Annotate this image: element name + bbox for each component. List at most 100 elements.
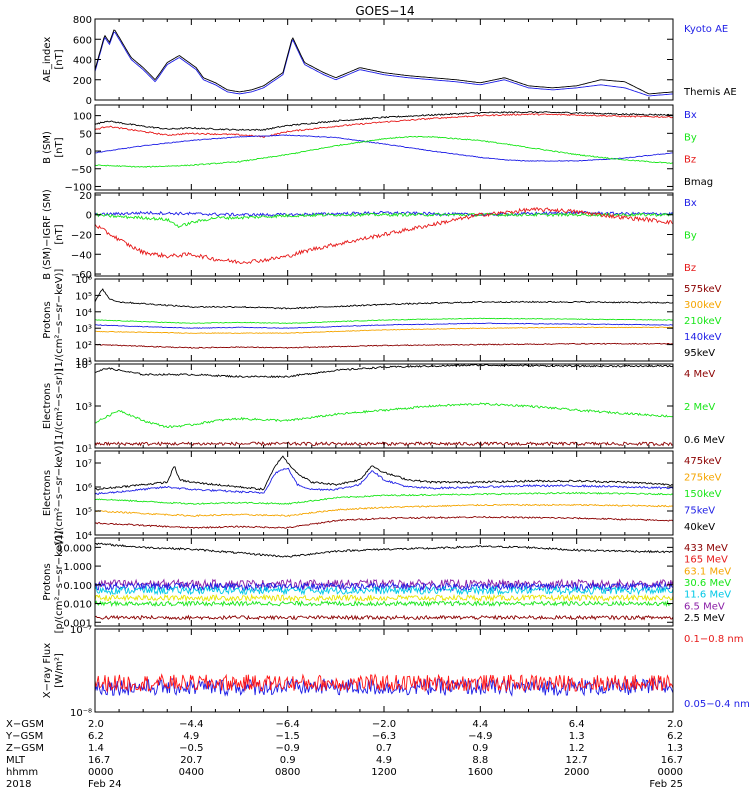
series-line bbox=[95, 29, 673, 95]
y-axis-label: [nT] bbox=[54, 49, 65, 69]
ephemeris-value: 6.2 bbox=[667, 731, 683, 742]
ephemeris-value: 0800 bbox=[275, 767, 300, 778]
y-tick-label: −60 bbox=[71, 270, 92, 281]
series-line bbox=[95, 542, 673, 558]
legend-entry: Bmag bbox=[684, 177, 713, 188]
ephemeris-value: 0.9 bbox=[472, 743, 488, 754]
legend-entry: 150keV bbox=[684, 489, 722, 500]
y-axis-label: B (SM) bbox=[42, 131, 53, 164]
legend-entry: 433 MeV bbox=[684, 543, 728, 554]
panel-frame bbox=[94, 104, 674, 191]
panel-bsm: −100 −50 0 50 100 B (SM) [nT] Bx By Bz Bmag bbox=[42, 104, 713, 193]
y-tick-label: 0 bbox=[86, 211, 92, 222]
y-tick-label: −100 bbox=[65, 182, 92, 193]
ephemeris-value: 2000 bbox=[564, 767, 589, 778]
ephemeris-value: 0000 bbox=[88, 767, 113, 778]
panel-bigrf: −60 −40 −20 0 20 B (SM)−IGRF (SM) [nT] Bx By Bz bbox=[42, 189, 697, 281]
y-tick-label: −50 bbox=[71, 165, 92, 176]
series-line bbox=[95, 110, 673, 132]
legend-entry: Bx bbox=[684, 198, 697, 209]
y-axis-label: Electrons bbox=[42, 383, 53, 429]
y-tick-label: 0 bbox=[86, 96, 92, 107]
legend-entry: 75keV bbox=[684, 506, 715, 517]
legend-entry: 6.5 MeV bbox=[684, 601, 725, 612]
ephemeris-value: 4.9 bbox=[376, 755, 392, 766]
ephemeris-table: X−GSMY−GSMZ−GSMMLThhmm20182.06.21.416.70… bbox=[5, 719, 683, 790]
y-axis-label: Protons bbox=[42, 563, 53, 600]
y-tick-label: 10³ bbox=[75, 324, 92, 335]
series-line bbox=[95, 210, 673, 217]
y-tick-label: 10⁶ bbox=[75, 483, 92, 494]
y-tick-label: 600 bbox=[73, 35, 92, 46]
y-axis-label: B (SM)−IGRF (SM) bbox=[42, 189, 53, 280]
series-line bbox=[95, 515, 673, 529]
series-line bbox=[95, 599, 673, 608]
series-line bbox=[95, 467, 673, 496]
ephemeris-value: 1600 bbox=[468, 767, 493, 778]
series-line bbox=[95, 317, 673, 324]
ephemeris-value: 0400 bbox=[179, 767, 204, 778]
y-tick-label: −40 bbox=[71, 250, 92, 261]
series-group bbox=[95, 455, 673, 529]
ephemeris-value: Feb 25 bbox=[649, 779, 683, 790]
y-tick-label: 100 bbox=[73, 112, 92, 123]
ephemeris-value: 1.2 bbox=[569, 743, 585, 754]
legend-entry: 210keV bbox=[684, 316, 722, 327]
panel-frame bbox=[94, 628, 674, 713]
series-group bbox=[95, 542, 673, 621]
ephemeris-value: 12.7 bbox=[566, 755, 588, 766]
y-tick-label: 10⁷ bbox=[75, 459, 92, 470]
ephemeris-value: −0.5 bbox=[179, 743, 203, 754]
y-tick-label: 20 bbox=[79, 191, 92, 202]
series-line bbox=[95, 503, 673, 518]
y-tick-label: 10⁻⁷ bbox=[70, 625, 92, 636]
y-axis-label: [nT] bbox=[54, 224, 65, 244]
panel-protons1: 10¹ 10² 10³ 10⁴ 10⁵ 10⁶ Protons [1/(cm²−s−sr−ke… bbox=[42, 269, 722, 372]
y-tick-label: 10¹ bbox=[75, 444, 92, 455]
ephemeris-value: 0000 bbox=[658, 767, 683, 778]
ephemeris-value: −1.5 bbox=[276, 731, 300, 742]
series-line bbox=[95, 322, 673, 329]
y-axis-label: X−ray Flux bbox=[42, 643, 53, 698]
y-axis-label: [1/(cm²−s−sr)] bbox=[54, 368, 65, 444]
y-tick-label: 0 bbox=[86, 147, 92, 158]
y-tick-label: 10⁶ bbox=[75, 275, 92, 286]
series-line bbox=[95, 288, 673, 310]
legend-entry: 475keV bbox=[684, 456, 722, 467]
legend-entry: 2.5 MeV bbox=[684, 613, 725, 624]
ephemeris-value: −2.0 bbox=[372, 719, 396, 730]
y-axis-label: [1/(cm²−s−sr−keV)] bbox=[54, 269, 65, 372]
y-tick-label: 10⁵ bbox=[75, 507, 92, 518]
legend-entry: Kyoto AE bbox=[684, 24, 728, 35]
legend-entry: 300keV bbox=[684, 300, 722, 311]
y-tick-label: 10.000 bbox=[57, 543, 92, 554]
series-line bbox=[95, 673, 673, 693]
y-axis-label: Protons bbox=[42, 301, 53, 338]
figure-title: GOES−14 bbox=[355, 4, 414, 18]
legend-entry: Themis AE bbox=[683, 87, 737, 98]
y-tick-label: 10² bbox=[75, 341, 92, 352]
series-line bbox=[95, 326, 673, 334]
legend-entry: 30.6 MeV bbox=[684, 578, 731, 589]
series-group bbox=[95, 110, 673, 168]
legend-entry: By bbox=[684, 132, 697, 143]
ephemeris-value: 16.7 bbox=[88, 755, 110, 766]
y-tick-label: 10⁻⁸ bbox=[70, 708, 92, 719]
y-axis-label: Electrons bbox=[42, 470, 53, 516]
panel-protons2: 0.001 0.010 0.100 1.000 10.000 Protons [p/(cm²… bbox=[42, 531, 731, 634]
legend-entry: 40keV bbox=[684, 522, 715, 533]
ephemeris-value: 1.4 bbox=[88, 743, 104, 754]
ephemeris-value: 1.3 bbox=[569, 731, 585, 742]
series-line bbox=[95, 491, 673, 505]
y-tick-label: 10⁵ bbox=[75, 360, 92, 371]
ephemeris-value: 0.9 bbox=[280, 755, 296, 766]
ephemeris-value: 20.7 bbox=[180, 755, 202, 766]
ephemeris-value: −6.3 bbox=[372, 731, 396, 742]
legend-entry: 95keV bbox=[684, 348, 715, 359]
y-tick-label: 10⁴ bbox=[75, 308, 92, 319]
ephemeris-row-label: MLT bbox=[6, 755, 26, 766]
legend-entry: 165 MeV bbox=[684, 555, 728, 566]
series-group bbox=[95, 207, 673, 265]
series-line bbox=[95, 212, 673, 229]
